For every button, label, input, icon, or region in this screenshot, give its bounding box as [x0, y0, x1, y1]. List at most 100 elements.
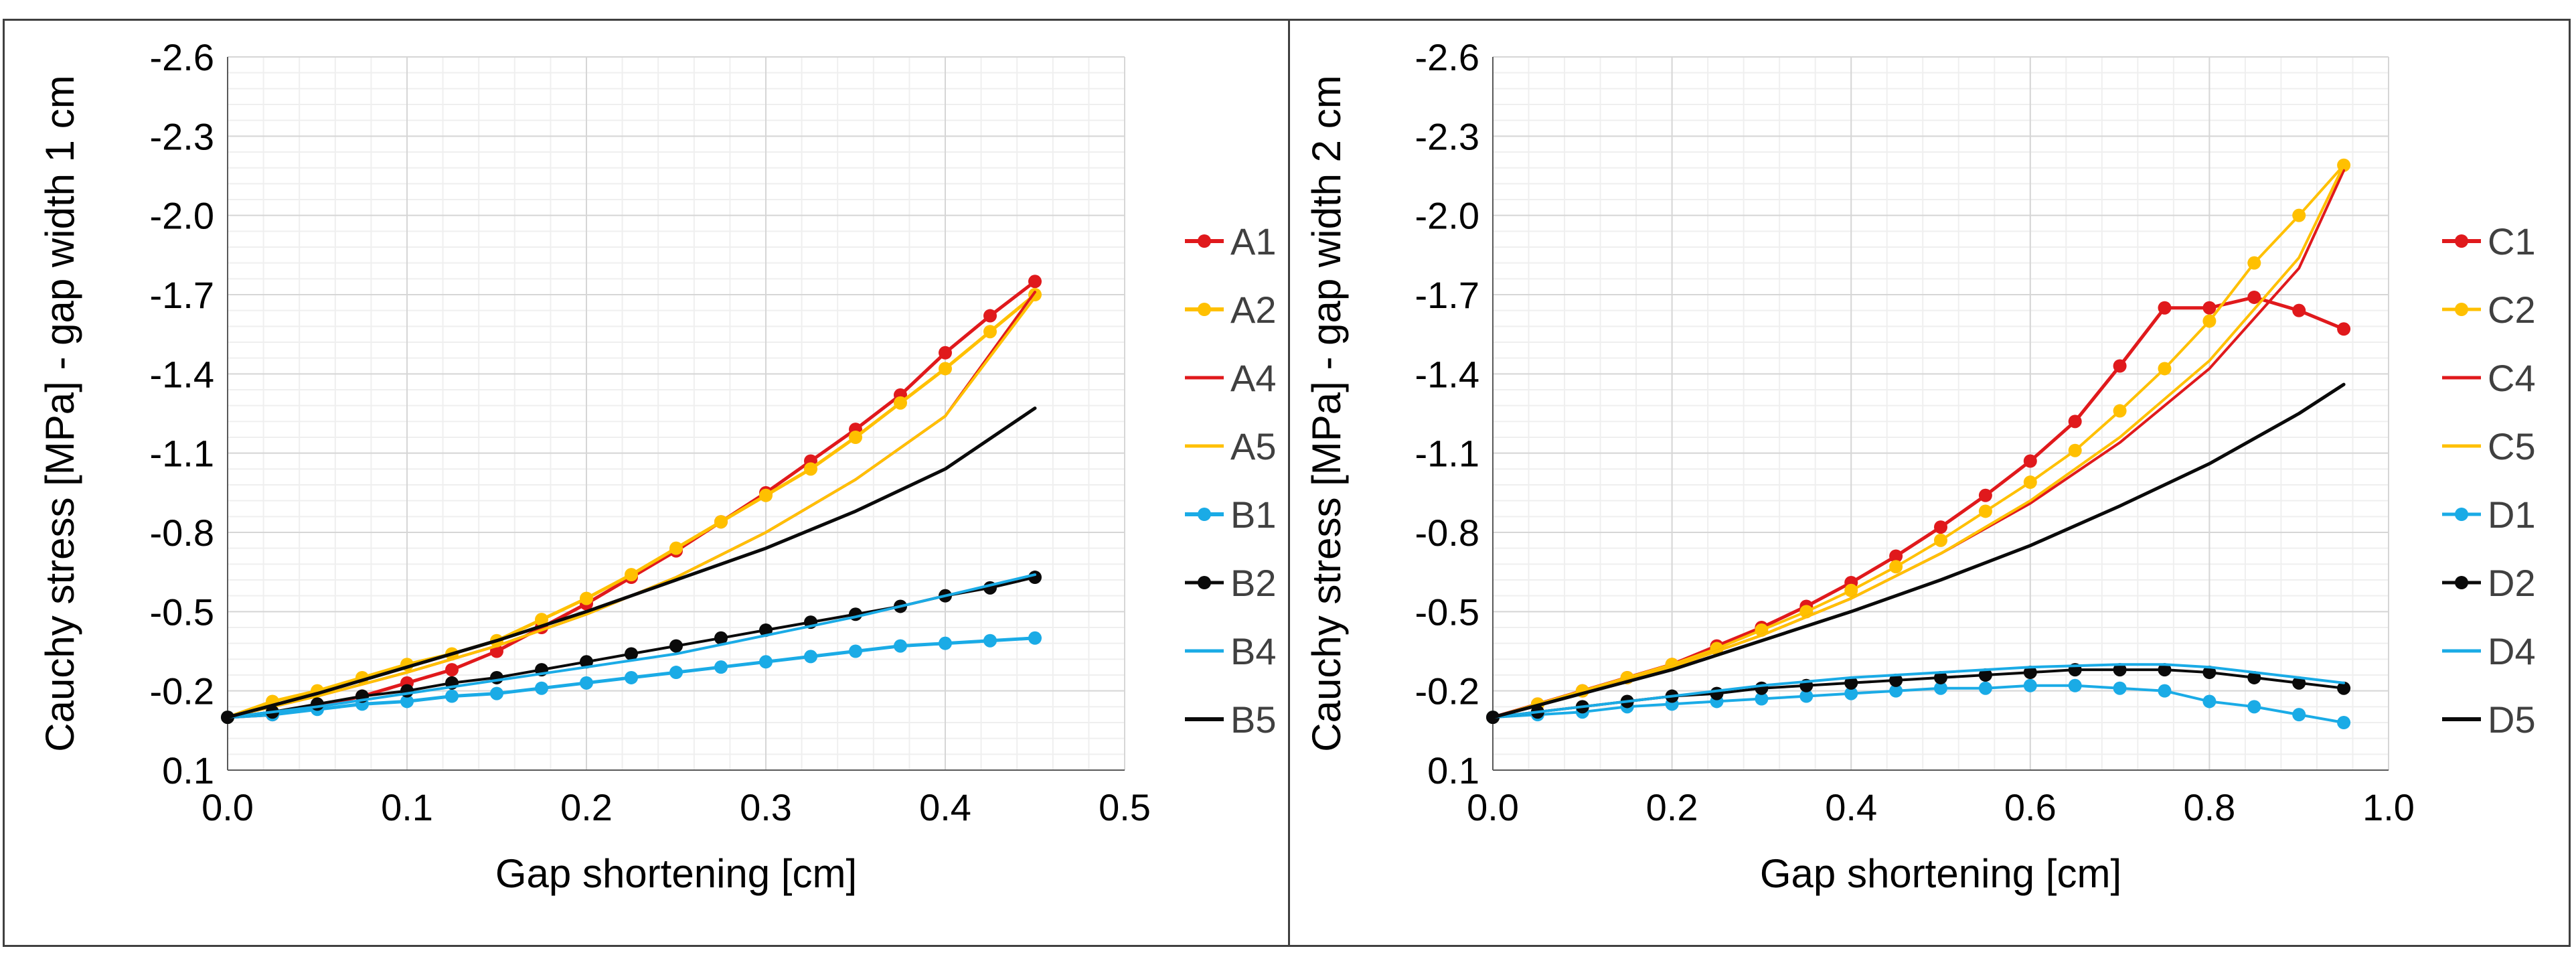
series-line-D1 [1492, 684, 2346, 724]
data-point-A1 [983, 309, 997, 323]
legend-label-C1: C1 [2488, 220, 2536, 263]
y-tick-label: -1.1 [1415, 433, 1480, 475]
legend-label-D4: D4 [2488, 630, 2536, 672]
chart-panel-left: 0.0 0.1 0.2 0.3 0.4 0.5-2.6-2.3-2.0-1.7-1.4-1… [37, 36, 1277, 896]
data-point-A1 [445, 663, 459, 677]
series-line-D2 [1492, 668, 2346, 719]
x-tick-label: 0.2 [1646, 786, 1698, 828]
data-point-A2 [759, 488, 773, 502]
legend-label-B1: B1 [1230, 494, 1277, 536]
legend-label-A4: A4 [1230, 357, 1277, 399]
data-point-B2 [400, 684, 414, 698]
data-point-B1 [535, 681, 548, 695]
data-point-D2 [2023, 666, 2037, 680]
data-point-C1 [2247, 290, 2261, 304]
legend-marker-B1 [1198, 508, 1211, 521]
y-tick-label: -0.5 [1415, 591, 1480, 633]
legend-label-B4: B4 [1230, 630, 1277, 672]
x-tick-label: 0.4 [1825, 786, 1877, 828]
data-point-B2 [1028, 571, 1042, 585]
data-point-B1 [445, 689, 459, 703]
data-point-D1 [1889, 684, 1903, 698]
series-line-B5 [226, 406, 1037, 719]
y-tick-label: -2.0 [150, 195, 215, 237]
y-tick-label: -0.2 [1415, 670, 1480, 713]
data-point-B1 [580, 676, 593, 690]
y-tick-label: -2.3 [150, 115, 215, 157]
data-point-B2 [580, 655, 593, 669]
x-tick-label: 0.1 [381, 786, 433, 828]
legend-label-D1: D1 [2488, 494, 2536, 536]
data-point-A2 [849, 431, 862, 444]
y-tick-label: -2.6 [1415, 36, 1480, 78]
data-point-C1 [2113, 359, 2127, 373]
series-line-D4 [1492, 663, 2346, 719]
figure-frame [3, 19, 2571, 947]
legend-label-C4: C4 [2488, 357, 2536, 399]
data-point-C2 [2068, 443, 2082, 457]
data-point-C2 [2023, 475, 2037, 490]
x-tick-label: 0.6 [2004, 786, 2057, 828]
data-point-B2 [311, 697, 324, 711]
legend-marker-C1 [2455, 234, 2468, 248]
data-point-B1 [400, 694, 414, 709]
y-axis-label: Cauchy stress [MPa] - gap width 1 cm [37, 75, 82, 751]
data-point-C2 [1889, 560, 1903, 574]
legend-label-A5: A5 [1230, 425, 1277, 467]
data-point-B2 [714, 631, 728, 645]
data-point-A1 [939, 346, 952, 360]
data-point-B1 [625, 670, 638, 684]
data-point-C1 [2292, 303, 2306, 317]
data-point-C1 [1934, 520, 1947, 534]
data-point-C2 [2292, 208, 2306, 222]
y-tick-label: -1.1 [150, 433, 215, 475]
data-point-C1 [1978, 488, 1992, 502]
data-point-D2 [1844, 676, 1858, 690]
data-point-D2 [1755, 681, 1769, 695]
legend-label-B2: B2 [1230, 562, 1277, 604]
legend-marker-D1 [2455, 508, 2468, 521]
y-tick-label: -1.7 [150, 274, 215, 316]
legend-marker-C2 [2455, 303, 2468, 316]
data-point-C2 [2113, 404, 2127, 418]
data-point-C2 [1978, 504, 1992, 518]
data-point-D2 [1710, 686, 1724, 700]
y-tick-label: 0.1 [162, 749, 214, 792]
data-point-C1 [2068, 415, 2082, 429]
data-point-C2 [2158, 362, 2172, 376]
data-point-D2 [2292, 676, 2306, 690]
data-point-B1 [490, 686, 503, 700]
y-tick-label: -0.5 [150, 591, 215, 633]
data-point-A2 [535, 613, 548, 627]
data-point-B1 [1028, 631, 1042, 645]
data-point-D2 [1934, 670, 1947, 684]
data-point-D1 [2202, 694, 2217, 709]
data-point-D2 [2337, 681, 2351, 695]
data-point-C1 [2158, 301, 2172, 315]
data-point-D1 [1844, 686, 1858, 700]
data-point-D2 [1978, 668, 1992, 682]
y-tick-label: -1.7 [1415, 274, 1480, 316]
data-point-A2 [714, 515, 728, 529]
series-line-C2 [1492, 163, 2346, 719]
legend-label-C2: C2 [2488, 289, 2536, 331]
data-point-A2 [669, 541, 683, 555]
data-point-D1 [2068, 678, 2082, 692]
legend-label-C5: C5 [2488, 425, 2536, 467]
y-tick-label: -1.4 [1415, 353, 1480, 395]
legend-label-D5: D5 [2488, 698, 2536, 741]
x-tick-label: 0.8 [2183, 786, 2235, 828]
data-point-D1 [2292, 708, 2306, 722]
data-point-B1 [714, 660, 728, 674]
legend-label-A1: A1 [1230, 220, 1277, 263]
data-point-D2 [2113, 663, 2127, 677]
data-point-A2 [625, 568, 638, 582]
data-point-A1 [1028, 275, 1042, 289]
data-point-B1 [669, 666, 683, 680]
series-line-B4 [226, 573, 1036, 719]
data-point-B1 [939, 636, 952, 650]
data-point-D1 [2113, 681, 2127, 695]
y-axis-label: Cauchy stress [MPa] - gap width 2 cm [1304, 75, 1349, 751]
x-axis-label: Gap shortening [cm] [1760, 851, 2121, 896]
